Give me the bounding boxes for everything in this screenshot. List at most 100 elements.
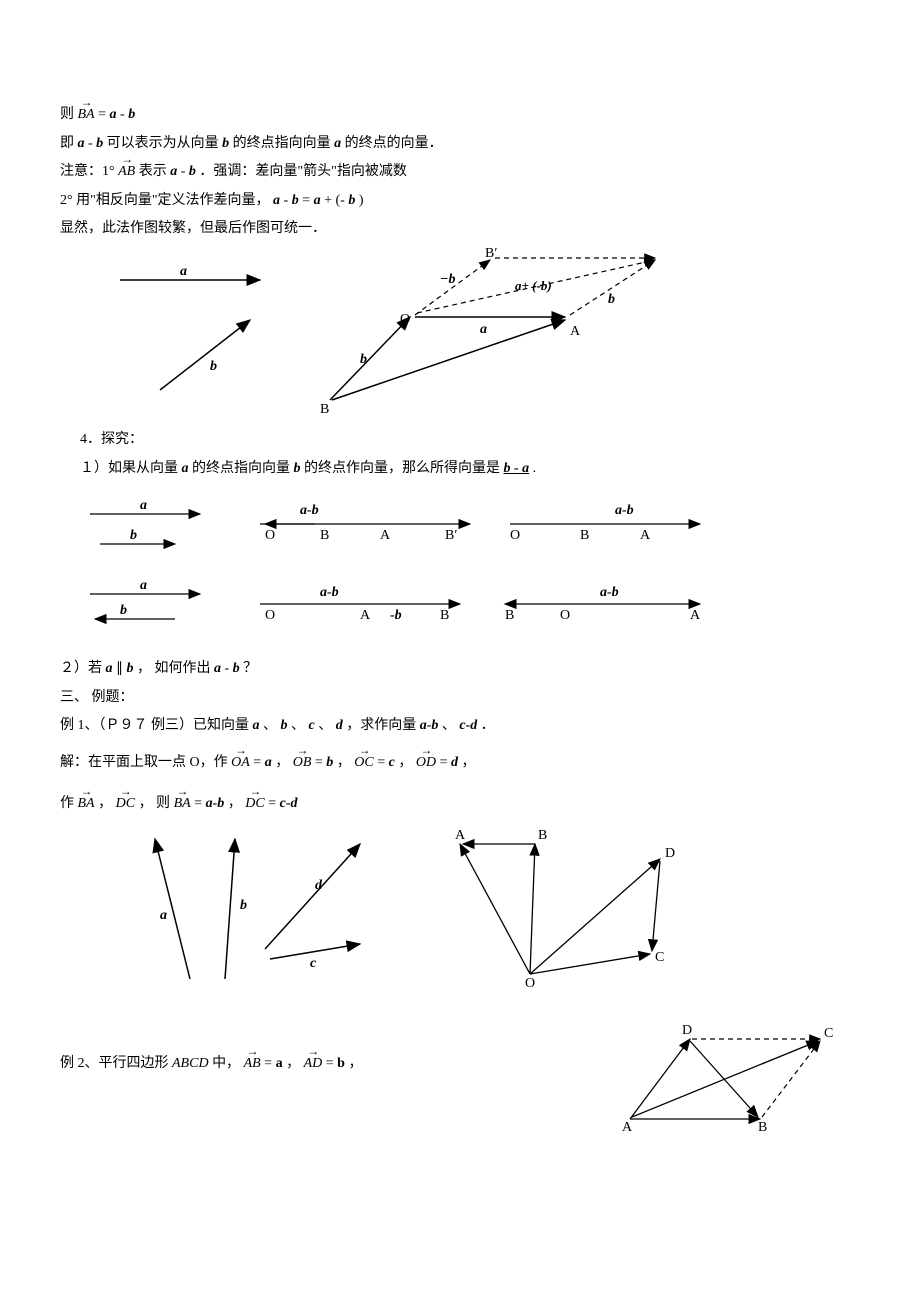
abcd: ABCD bbox=[172, 1056, 209, 1071]
explore-1: １）如果从向量 a 的终点指向向量 b 的终点作向量，那么所得向量是 b - a… bbox=[80, 456, 860, 483]
close: ) bbox=[359, 193, 364, 208]
vec-ab: AB bbox=[118, 159, 135, 186]
svg-text:C: C bbox=[824, 1026, 833, 1041]
diagram-subtraction: a b B O B′ A b a −b b a+ (-b) bbox=[60, 245, 700, 425]
vector-b: b bbox=[294, 461, 301, 476]
svg-text:a+ (-b): a+ (-b) bbox=[515, 278, 552, 293]
svg-text:B: B bbox=[580, 528, 589, 543]
figure-1: a b B O B′ A b a −b b a+ (-b) bbox=[60, 245, 860, 425]
vector-a: a bbox=[106, 661, 113, 676]
minus: - bbox=[284, 193, 292, 208]
svg-text:O: O bbox=[265, 528, 275, 543]
svg-text:A: A bbox=[622, 1120, 633, 1135]
eq: = bbox=[98, 107, 109, 122]
figure-3: a b d c O A B C D bbox=[60, 819, 860, 999]
t: 的终点作向量，那么所得向量是 bbox=[304, 461, 504, 476]
vec-dc: DC bbox=[116, 791, 135, 818]
t: 例 2、平行四边形 bbox=[60, 1056, 172, 1071]
c-minus-d: c-d bbox=[459, 718, 477, 733]
note-3: 显然，此法作图较繁，但最后作图可统一． bbox=[60, 216, 860, 243]
t: 作 bbox=[60, 796, 78, 811]
c: ， bbox=[228, 796, 246, 811]
svg-text:O: O bbox=[510, 528, 520, 543]
line-explain: 即 a - b 可以表示为从向量 b 的终点指向向量 a 的终点的向量． bbox=[60, 131, 860, 158]
diagram-collinear: a b a-b O B A B′ a-b O B A a b a-b O A -… bbox=[60, 484, 760, 654]
t: 中， bbox=[212, 1056, 240, 1071]
q: ？ bbox=[243, 661, 257, 676]
eq: = bbox=[377, 755, 388, 770]
t: 解：在平面上取一点 O，作 bbox=[60, 755, 231, 770]
svg-text:B′: B′ bbox=[445, 528, 457, 543]
a-minus-b: a-b bbox=[420, 718, 439, 733]
minus: - bbox=[120, 107, 128, 122]
c: ， bbox=[337, 755, 355, 770]
diagram-example1: a b d c O A B C D bbox=[60, 819, 760, 999]
vector-b: b bbox=[96, 136, 103, 151]
parallel: ∥ bbox=[116, 661, 123, 676]
vec-ba: BA bbox=[174, 791, 191, 818]
example-2: 例 2、平行四边形 ABCD 中， AB = a ， AD = b ， bbox=[60, 1021, 600, 1078]
vec-ad: AD bbox=[304, 1051, 323, 1078]
vector-b: b bbox=[348, 193, 355, 208]
t: ， 如何作出 bbox=[137, 661, 214, 676]
c: ， bbox=[286, 1056, 304, 1071]
svg-text:c: c bbox=[310, 956, 317, 971]
t: . bbox=[533, 461, 537, 476]
minus: - bbox=[181, 164, 189, 179]
eq: = bbox=[264, 1056, 275, 1071]
explore-2: ２）若 a ∥ b ， 如何作出 a - b ？ bbox=[60, 656, 860, 683]
answer-b-minus-a: b - a bbox=[504, 461, 530, 476]
svg-text:A: A bbox=[380, 528, 391, 543]
vector-c: c bbox=[389, 755, 395, 770]
t: 例 1、（Ｐ９７ 例三）已知向量 bbox=[60, 718, 253, 733]
solution-1: 解：在平面上取一点 O，作 OA = a ， OB = b ， OC = c ，… bbox=[60, 750, 860, 777]
eq: = bbox=[326, 1056, 337, 1071]
vec-od: OD bbox=[416, 750, 436, 777]
eq: = bbox=[253, 755, 264, 770]
example-1: 例 1、（Ｐ９７ 例三）已知向量 a 、 b 、 c 、 d ，求作向量 a-b… bbox=[60, 713, 860, 740]
t: 的终点的向量． bbox=[345, 136, 443, 151]
svg-text:B: B bbox=[320, 528, 329, 543]
eq: = bbox=[440, 755, 451, 770]
c: 、 bbox=[263, 718, 277, 733]
svg-text:O: O bbox=[525, 976, 535, 991]
svg-text:a: a bbox=[180, 264, 187, 279]
plus: + (- bbox=[324, 193, 345, 208]
t: ．强调：差向量"箭头"指向被减数 bbox=[199, 164, 406, 179]
text: 则 bbox=[60, 107, 78, 122]
t: ， 则 bbox=[139, 796, 174, 811]
vector-b: b bbox=[127, 661, 134, 676]
svg-text:b: b bbox=[210, 359, 217, 374]
explore-title: 4．探究： bbox=[80, 427, 860, 454]
vector-a: a bbox=[314, 193, 321, 208]
figure-4: A B D C bbox=[600, 1019, 860, 1139]
t: 注意：1° bbox=[60, 164, 118, 179]
section-3: 三、 例题： bbox=[60, 685, 860, 712]
c: 、 bbox=[291, 718, 305, 733]
figure-2: a b a-b O B A B′ a-b O B A a b a-b O A -… bbox=[60, 484, 860, 654]
vector-a: a bbox=[276, 1056, 283, 1071]
minus: - bbox=[88, 136, 96, 151]
c-minus-d: c-d bbox=[280, 796, 298, 811]
vector-b: b bbox=[326, 755, 333, 770]
svg-text:a: a bbox=[140, 578, 147, 593]
c: 、 bbox=[318, 718, 332, 733]
t: 即 bbox=[60, 136, 78, 151]
vector-a: a bbox=[110, 107, 117, 122]
vector-b: b bbox=[292, 193, 299, 208]
a-minus-b: a-b bbox=[206, 796, 225, 811]
vector-b: b bbox=[337, 1056, 345, 1071]
t: 的终点指向向量 bbox=[233, 136, 335, 151]
svg-text:A: A bbox=[640, 528, 651, 543]
t: １）如果从向量 bbox=[80, 461, 182, 476]
t: ，求作向量 bbox=[346, 718, 420, 733]
svg-text:a: a bbox=[160, 908, 167, 923]
vector-a: a bbox=[78, 136, 85, 151]
vec-ob: OB bbox=[293, 750, 312, 777]
eq: = bbox=[268, 796, 279, 811]
svg-text:D: D bbox=[682, 1023, 692, 1038]
svg-text:a-b: a-b bbox=[300, 503, 319, 518]
note-1: 注意：1° AB 表示 a - b ．强调：差向量"箭头"指向被减数 bbox=[60, 159, 860, 186]
c: ， bbox=[348, 1056, 362, 1071]
vector-d: d bbox=[451, 755, 458, 770]
